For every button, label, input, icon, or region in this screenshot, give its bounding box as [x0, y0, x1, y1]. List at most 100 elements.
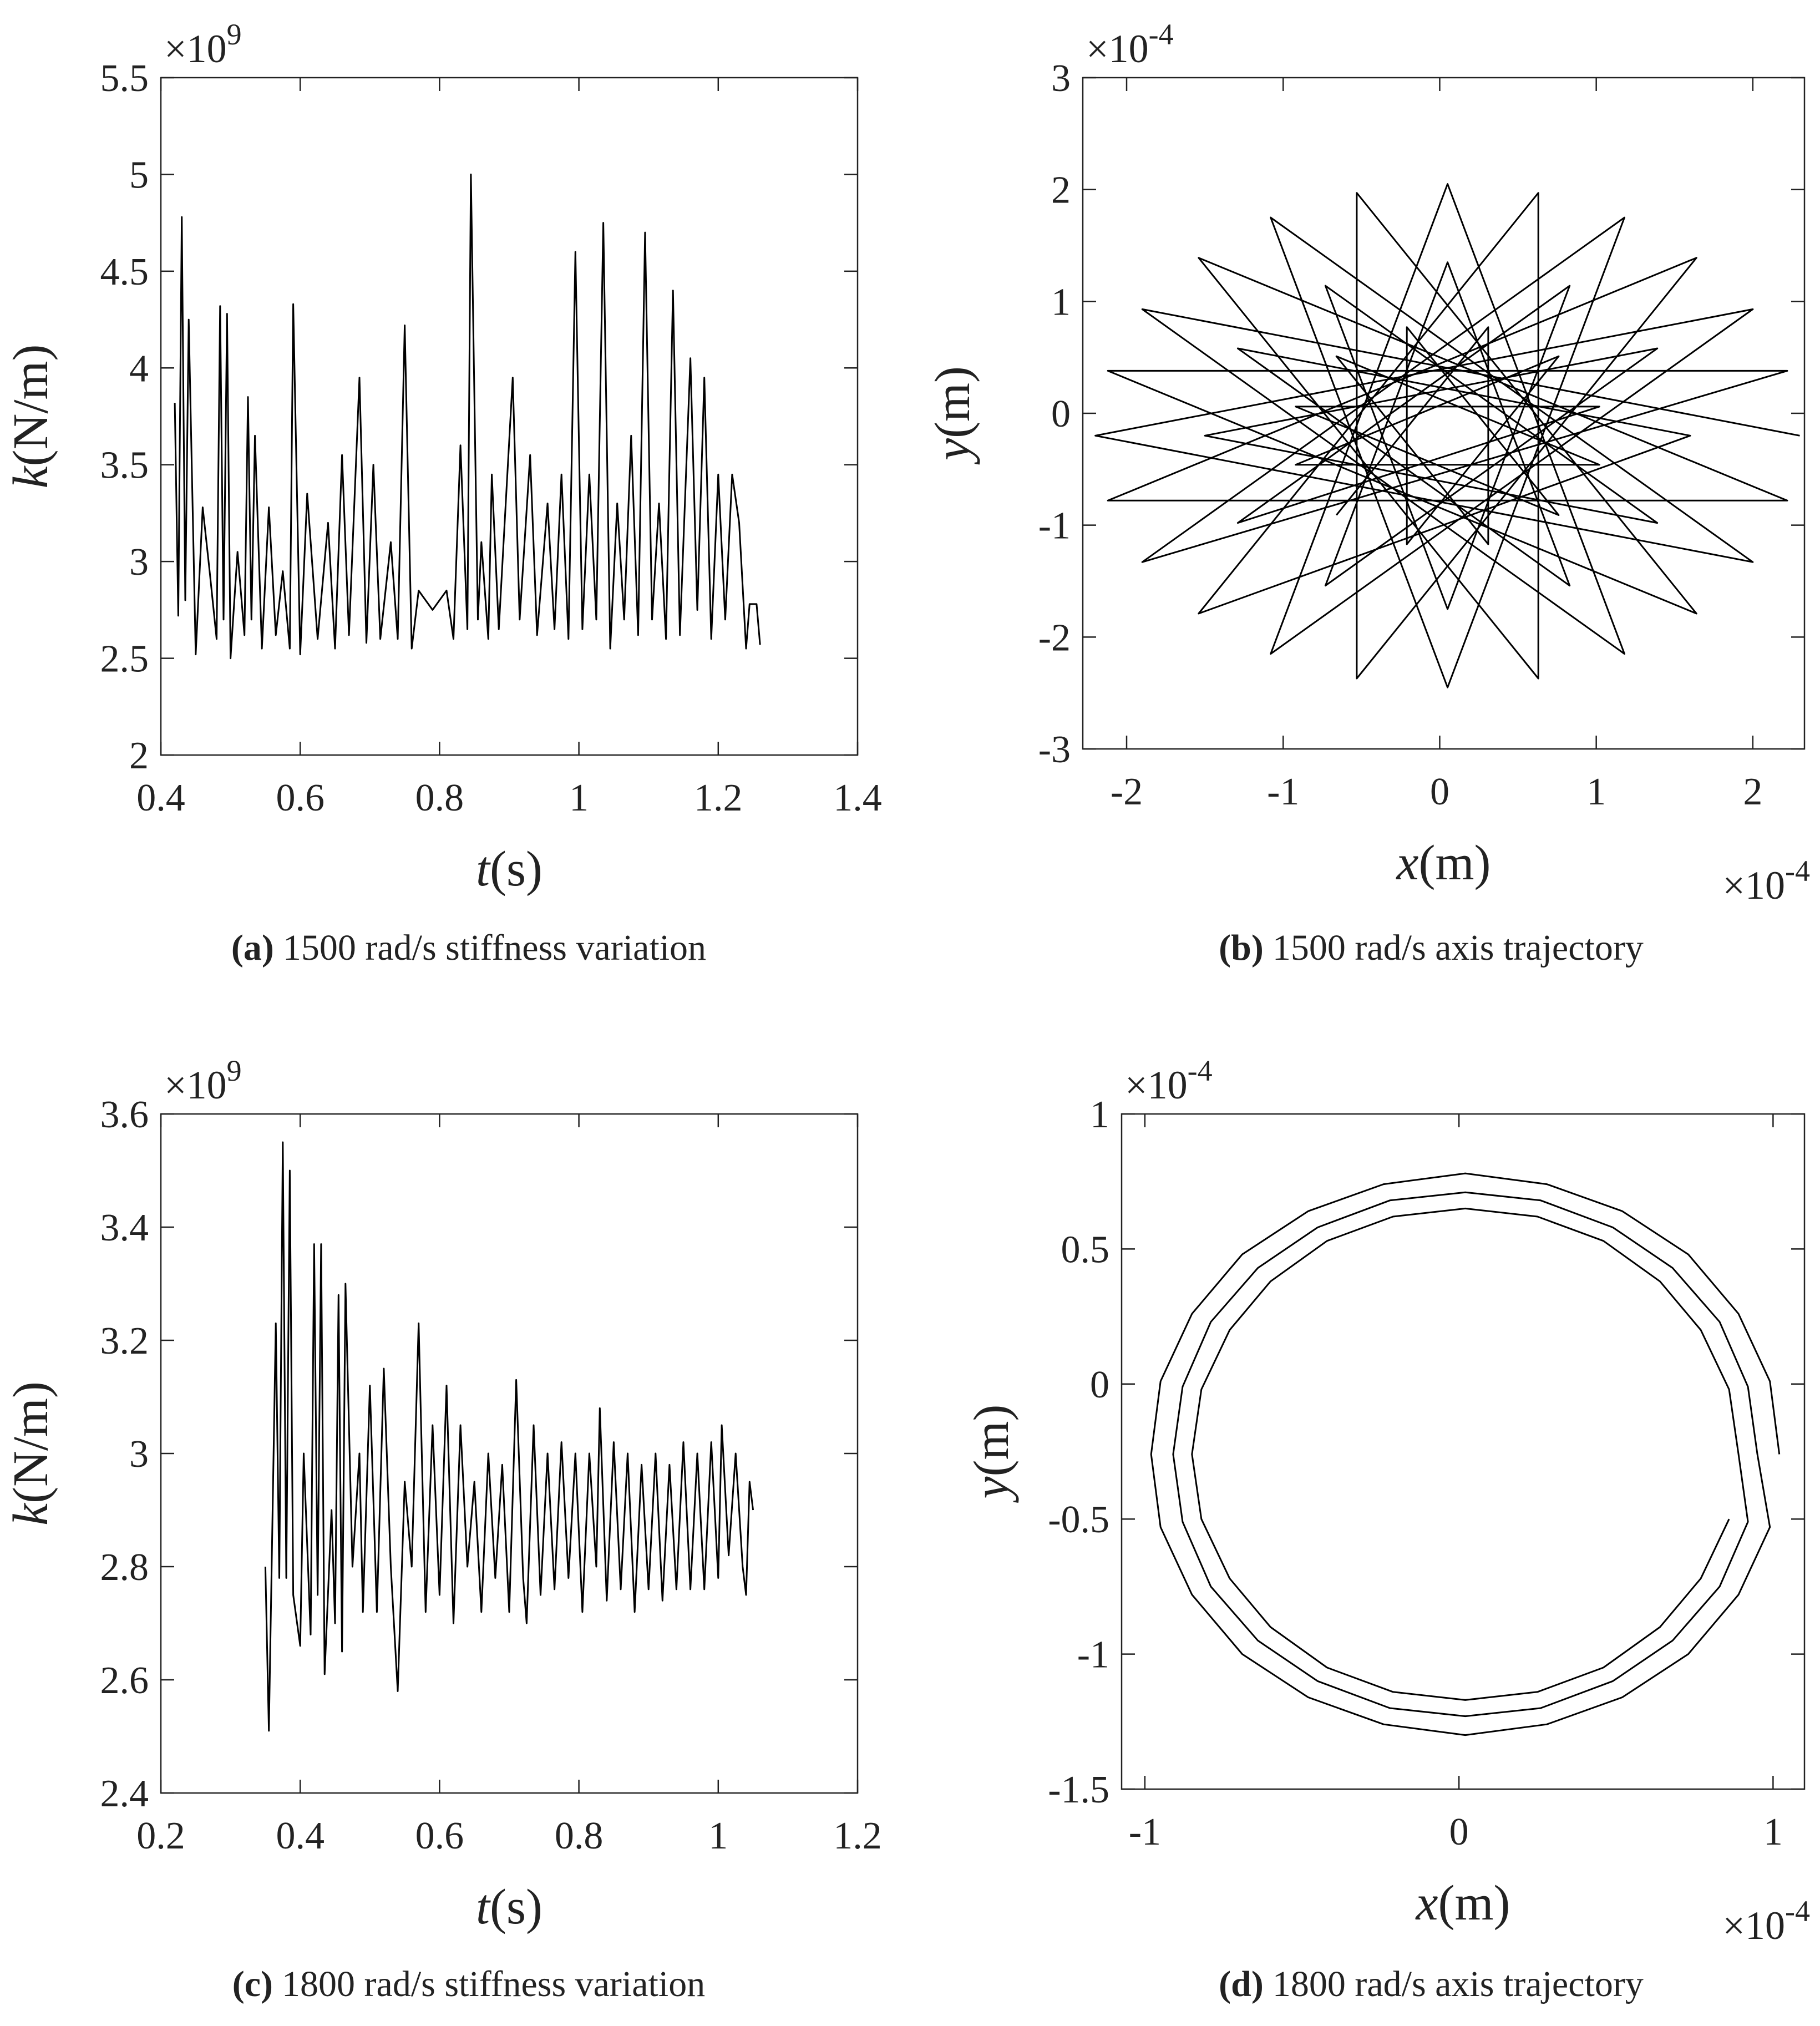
label-part: t [476, 842, 491, 896]
y-tick-label: 3 [129, 541, 149, 584]
caption: (a) 1500 rad/s stiffness variation [231, 928, 706, 968]
plot-area [160, 1113, 859, 1794]
y-tick-label: 3 [1051, 57, 1071, 100]
y-tick-label: 1 [1090, 1093, 1109, 1136]
axis-label: t(s) [476, 1880, 543, 1934]
y-tick-label: 2.5 [100, 638, 149, 681]
y-tick-label: 5 [129, 154, 149, 196]
label-part: 9 [227, 18, 242, 51]
x-tick-label: -1 [1129, 1811, 1161, 1853]
x-tick-label: 0.6 [415, 1815, 464, 1857]
y-tick-label: -1 [1038, 505, 1071, 548]
x-tick-label: -1 [1267, 771, 1299, 813]
label-part: ×10 [164, 27, 227, 71]
caption: (d) 1800 rad/s axis trajectory [1219, 1964, 1644, 2004]
label-part: t [476, 1880, 491, 1934]
caption-label: (c) [232, 1964, 273, 2004]
caption-text: 1500 rad/s stiffness variation [283, 928, 706, 968]
axis-label: y(m) [925, 366, 980, 465]
data-line [174, 173, 761, 660]
y-tick-label: -1.5 [1048, 1769, 1109, 1811]
label-part: (N/m) [3, 345, 58, 467]
label-part: y [925, 438, 980, 465]
x-tick-label: 0.8 [555, 1815, 604, 1857]
axis-exponent: ×10-4 [1125, 1054, 1213, 1107]
axis-label: x(m) [1396, 835, 1491, 890]
axis-exponent: ×109 [164, 18, 242, 71]
x-tick-label: 1 [708, 1815, 728, 1857]
y-tick-label: 3.5 [100, 444, 149, 487]
axis-label: y(m) [964, 1405, 1019, 1503]
label-part: x [1415, 1876, 1438, 1931]
label-part: ×10 [164, 1063, 227, 1107]
y-tick-label: 2.8 [100, 1546, 149, 1589]
x-tick-label: 0.4 [276, 1815, 325, 1857]
x-tick-label: 0.6 [276, 777, 325, 819]
y-tick-label: 2.4 [100, 1772, 149, 1815]
label-part: k [3, 1502, 58, 1526]
y-tick-label: 1 [1051, 281, 1071, 323]
x-tick-label: -2 [1111, 771, 1143, 813]
caption-text: 1800 rad/s axis trajectory [1273, 1964, 1644, 2004]
label-part: (m) [964, 1405, 1019, 1477]
x-tick-label: 0.8 [415, 777, 464, 819]
axis-label: k(N/m) [3, 345, 58, 489]
x-tick-label: 0.4 [136, 777, 185, 819]
plot-area [160, 77, 859, 756]
axis-exponent: ×10-4 [1086, 18, 1174, 71]
y-tick-label: 2 [129, 735, 149, 777]
label-part: (m) [925, 366, 980, 438]
label-part: (s) [490, 842, 543, 896]
axis-exponent: ×10-4 [1722, 854, 1810, 908]
x-tick-label: 1.4 [833, 777, 882, 819]
x-tick-label: 2 [1743, 771, 1762, 813]
data-line [264, 1141, 754, 1732]
y-tick-label: 3.2 [100, 1320, 149, 1363]
label-part: (s) [490, 1880, 543, 1934]
label-part: -4 [1785, 1895, 1810, 1928]
axis-label: t(s) [476, 842, 543, 896]
y-tick-label: 2 [1051, 169, 1071, 212]
label-part: -4 [1785, 854, 1810, 888]
x-tick-label: 1 [1763, 1811, 1783, 1853]
label-part: -4 [1149, 18, 1174, 51]
label-part: (N/m) [3, 1381, 58, 1503]
x-tick-label: 1.2 [833, 1815, 882, 1857]
axis-label: x(m) [1415, 1876, 1510, 1931]
y-tick-label: 4 [129, 347, 149, 390]
caption-label: (d) [1219, 1964, 1264, 2004]
y-tick-label: 2.6 [100, 1659, 149, 1702]
caption-label: (a) [231, 928, 274, 968]
data-line [1094, 183, 1800, 688]
label-part: 9 [227, 1054, 242, 1087]
y-tick-label: 0.5 [1061, 1228, 1110, 1271]
caption-text: 1500 rad/s axis trajectory [1273, 928, 1644, 968]
x-tick-label: 0 [1449, 1811, 1469, 1853]
y-tick-label: 5.5 [100, 57, 149, 100]
x-tick-label: 1 [1586, 771, 1606, 813]
label-part: y [964, 1476, 1019, 1503]
axis-label: k(N/m) [3, 1381, 58, 1526]
y-tick-label: -2 [1038, 616, 1071, 659]
label-part: ×10 [1722, 863, 1785, 908]
y-tick-label: 3 [129, 1433, 149, 1476]
plot-area [1082, 77, 1806, 750]
x-tick-label: 1 [569, 777, 589, 819]
caption-text: 1800 rad/s stiffness variation [282, 1964, 705, 2004]
y-tick-label: 0 [1090, 1364, 1109, 1406]
label-part: ×10 [1722, 1903, 1785, 1948]
label-part: (m) [1438, 1876, 1510, 1931]
label-part: (m) [1419, 835, 1491, 890]
axis-exponent: ×10-4 [1722, 1895, 1810, 1948]
y-tick-label: -3 [1038, 728, 1071, 771]
y-tick-label: 3.6 [100, 1093, 149, 1136]
y-tick-label: -1 [1077, 1634, 1109, 1676]
y-tick-label: 4.5 [100, 251, 149, 293]
plot-area [1121, 1113, 1806, 1790]
label-part: -4 [1188, 1054, 1213, 1087]
data-line [1150, 1172, 1781, 1736]
label-part: x [1396, 835, 1419, 890]
label-part: k [3, 465, 58, 488]
x-tick-label: 1.2 [694, 777, 743, 819]
